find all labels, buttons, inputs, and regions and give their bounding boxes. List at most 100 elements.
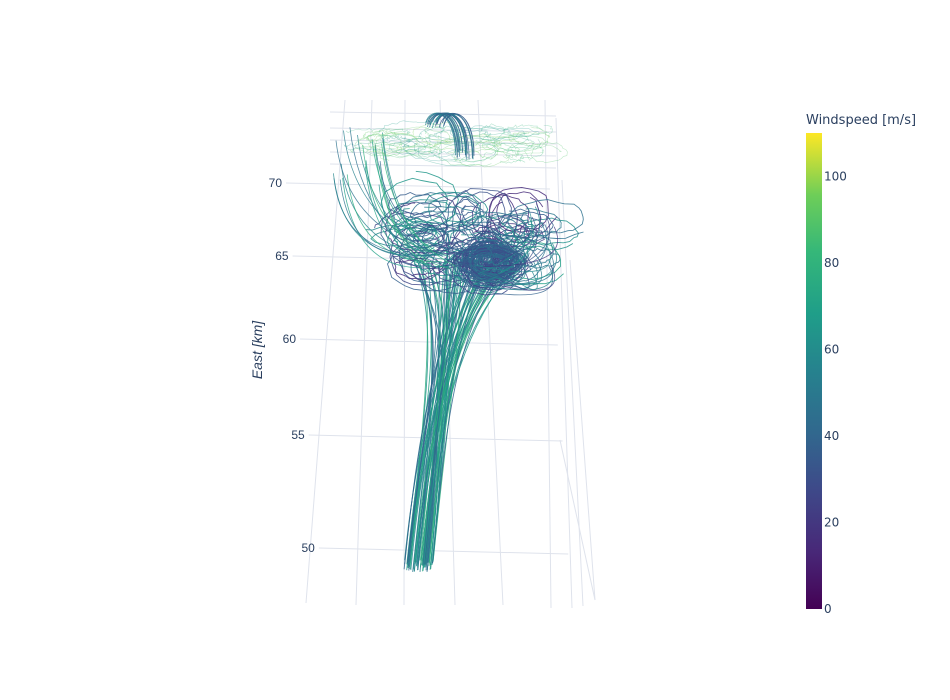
streamline [391, 244, 474, 268]
streamline [365, 160, 430, 252]
streamline [462, 241, 511, 279]
streamline [485, 142, 521, 159]
grid-line [355, 99, 373, 606]
colorbar-tick-label: 60 [824, 342, 839, 356]
east-tick-label: 50 [301, 541, 315, 555]
grid-line [305, 99, 346, 604]
streamline [388, 137, 427, 156]
colorbar-ticks: 0 20 40 60 80 100 [824, 169, 847, 616]
streamline [442, 112, 473, 159]
streamline [474, 248, 521, 281]
grid-line [555, 117, 573, 609]
streamline [491, 262, 538, 290]
streamline [491, 216, 538, 286]
streamline [357, 134, 452, 270]
east-axis-ticks: 50 55 60 65 70 [269, 176, 316, 555]
streamline [443, 113, 475, 153]
streamline [486, 208, 562, 239]
streamline [416, 260, 462, 565]
streamline [417, 253, 464, 567]
streamline [506, 232, 554, 268]
east-tick-label: 60 [283, 332, 297, 346]
streamline [365, 132, 414, 145]
grid-line [318, 547, 569, 555]
colorbar-tick-label: 40 [824, 429, 839, 443]
streamline [395, 137, 433, 154]
streamline [507, 131, 551, 145]
streamline [382, 135, 411, 143]
colorbar-tick-label: 20 [824, 515, 839, 529]
grid-line [329, 139, 557, 145]
streamline [349, 143, 438, 157]
streamline [346, 174, 442, 263]
streamline [417, 222, 449, 256]
streamline [422, 270, 472, 566]
streamline [436, 112, 468, 160]
grid-line [559, 439, 596, 601]
grid-line [329, 127, 557, 133]
colorbar-title: Windspeed [m/s] [806, 113, 916, 128]
streamline [424, 191, 489, 227]
streamline [459, 132, 529, 146]
streamline [429, 275, 461, 566]
colorbar-gradient [806, 133, 822, 609]
streamline [371, 138, 449, 258]
east-tick-label: 55 [291, 428, 305, 442]
colorbar: Windspeed [m/s] 0 20 40 60 80 100 [806, 113, 916, 616]
streamline [418, 125, 492, 140]
streamline [366, 126, 451, 153]
streamline [378, 184, 452, 268]
grid-line [569, 259, 596, 601]
streamline [342, 177, 422, 269]
colorbar-tick-label: 0 [824, 602, 832, 616]
streamline [472, 266, 554, 296]
streamline [373, 134, 403, 161]
streamline [394, 217, 434, 238]
grid-line [285, 182, 551, 190]
colorbar-tick-label: 100 [824, 169, 847, 183]
streamline [495, 267, 530, 290]
streamline [507, 199, 584, 239]
streamline [444, 247, 516, 266]
streamline [378, 120, 445, 136]
streamline [381, 143, 456, 267]
east-axis-title: East [km] [249, 320, 265, 379]
streamline [405, 206, 485, 233]
grid-line [329, 151, 557, 157]
streamline [364, 166, 431, 266]
streamline [398, 145, 442, 159]
grid-line [403, 99, 406, 606]
streamline [513, 126, 550, 147]
streamlines [333, 112, 584, 572]
streamline [483, 226, 559, 267]
streamline [428, 279, 452, 564]
streamline [414, 223, 476, 249]
streamline [382, 132, 435, 256]
streamline [345, 128, 411, 137]
streamline [354, 134, 442, 159]
streamline [339, 179, 438, 257]
streamline [477, 206, 533, 275]
grid-line [477, 99, 504, 606]
streamline [335, 140, 443, 255]
streamline [343, 142, 422, 152]
streamline [409, 258, 472, 563]
streamline [478, 123, 506, 142]
streamline [425, 261, 441, 568]
streamline [493, 136, 541, 152]
streamline [481, 149, 524, 164]
streamline [379, 161, 441, 265]
streamline [406, 256, 432, 565]
streamline [389, 223, 450, 286]
streamline [432, 112, 463, 153]
streamline [422, 265, 515, 571]
streamline [340, 163, 452, 261]
streamline [478, 203, 541, 269]
streamline [474, 216, 551, 283]
grid-line [544, 99, 552, 609]
streamline [450, 125, 527, 141]
grid-line [561, 179, 584, 607]
streamline [487, 252, 555, 284]
streamline [474, 261, 538, 290]
